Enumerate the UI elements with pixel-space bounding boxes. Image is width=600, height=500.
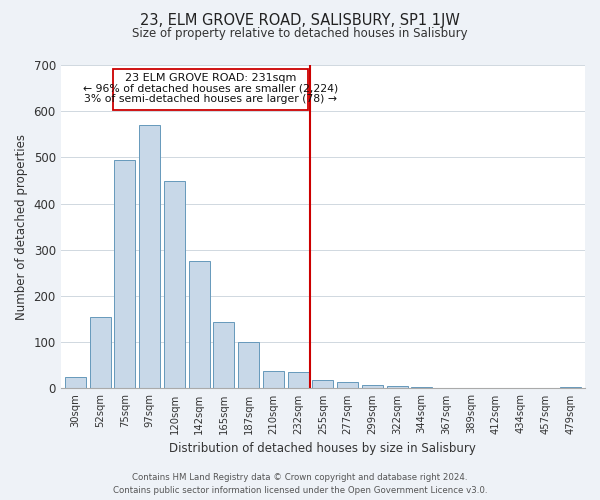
Bar [386,386,407,388]
Bar [188,262,209,388]
Text: 23 ELM GROVE ROAD: 231sqm: 23 ELM GROVE ROAD: 231sqm [125,73,296,83]
Text: 3% of semi-detached houses are larger (78) →: 3% of semi-detached houses are larger (7… [84,94,337,104]
Bar [238,342,259,388]
Text: ← 96% of detached houses are smaller (2,224): ← 96% of detached houses are smaller (2,… [83,84,338,94]
Bar [139,125,160,388]
Bar [313,380,334,388]
Text: Contains HM Land Registry data © Crown copyright and database right 2024.
Contai: Contains HM Land Registry data © Crown c… [113,473,487,495]
Y-axis label: Number of detached properties: Number of detached properties [15,134,28,320]
Text: Size of property relative to detached houses in Salisbury: Size of property relative to detached ho… [132,28,468,40]
Bar [214,322,235,388]
Bar [90,317,111,388]
X-axis label: Distribution of detached houses by size in Salisbury: Distribution of detached houses by size … [169,442,476,455]
Text: 23, ELM GROVE ROAD, SALISBURY, SP1 1JW: 23, ELM GROVE ROAD, SALISBURY, SP1 1JW [140,12,460,28]
Bar [287,372,308,388]
Bar [263,372,284,388]
Bar [337,382,358,388]
Bar [411,387,432,388]
Bar [560,387,581,388]
Bar [362,384,383,388]
Bar [115,160,136,388]
Bar [113,69,308,110]
Bar [164,180,185,388]
Bar [65,377,86,388]
